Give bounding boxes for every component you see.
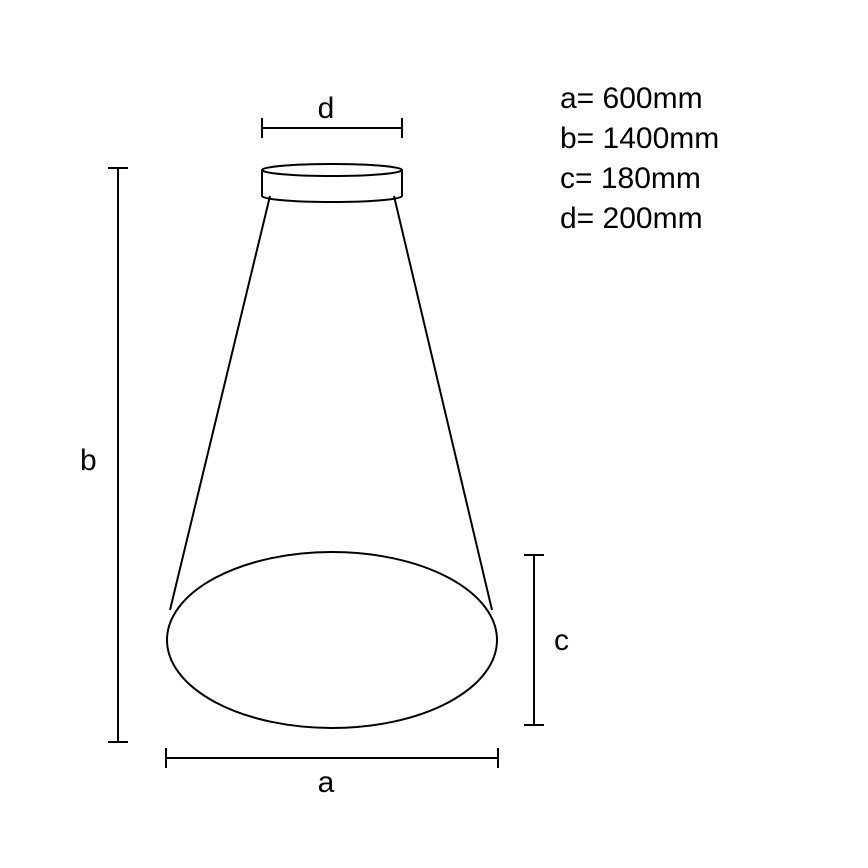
suspension-wire-right (394, 196, 492, 610)
dim-b-label: b (80, 444, 97, 477)
dim-a-label: a (318, 766, 335, 799)
legend-item: c= 180mm (560, 162, 701, 195)
suspension-wire-left (170, 196, 270, 610)
dim-c-label: c (554, 624, 569, 657)
legend-item: b= 1400mm (560, 122, 719, 155)
lamp-ring (167, 552, 497, 728)
legend-item: a= 600mm (560, 82, 703, 115)
dim-d-label: d (318, 92, 335, 125)
legend-item: d= 200mm (560, 202, 703, 235)
canopy-bottom-edge (262, 196, 402, 202)
canopy-top-edge (262, 164, 402, 176)
